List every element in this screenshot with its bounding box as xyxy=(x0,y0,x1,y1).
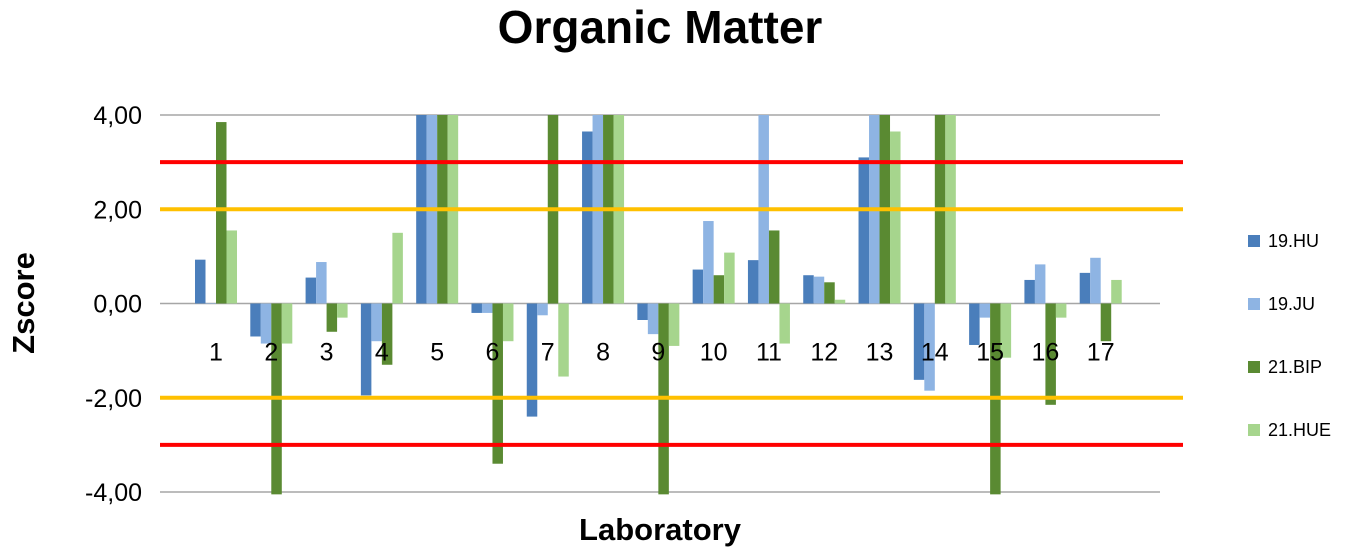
x-tick-labels: 1 2 3 4 5 6 7 8 9 10 11 12 13 14 15 16 17 xyxy=(209,339,1115,367)
x-tick-label: 11 xyxy=(756,339,782,367)
bar-21-hue xyxy=(1055,303,1067,318)
bar-21-bip xyxy=(1100,303,1112,342)
x-tick-label: 3 xyxy=(320,339,334,367)
x-tick-label: 15 xyxy=(976,339,1004,367)
x-tick-label: 8 xyxy=(596,339,610,367)
x-tick-label: 1 xyxy=(209,339,223,367)
bar-19-hu xyxy=(747,260,759,304)
y-tick-label: -4,00 xyxy=(85,479,142,507)
bar-19-hu xyxy=(360,303,372,396)
x-tick-label: 5 xyxy=(430,339,444,367)
bar-21-bip xyxy=(326,303,338,332)
bar-19-ju xyxy=(537,303,548,316)
y-tick-label: 0,00 xyxy=(93,291,142,319)
x-tick-label: 2 xyxy=(264,339,278,367)
bar-21-bip xyxy=(1045,303,1056,405)
bar-21-hue xyxy=(226,230,237,304)
bar-19-hu xyxy=(250,303,261,337)
bar-21-hue xyxy=(724,252,735,304)
bar-19-hu xyxy=(1024,279,1035,304)
bar-21-bip xyxy=(768,230,780,304)
bar-19-ju xyxy=(316,262,327,304)
bar-19-hu xyxy=(526,303,538,417)
bar-19-ju xyxy=(1090,257,1101,304)
legend-swatch xyxy=(1248,424,1260,436)
y-tick-label: 4,00 xyxy=(93,102,142,130)
bar-19-hu xyxy=(969,303,980,345)
bar-21-hue xyxy=(779,303,790,344)
y-tick-label: -2,00 xyxy=(85,385,142,413)
bar-21-hue xyxy=(1000,303,1012,358)
y-tick-labels: 4,00 2,00 0,00 -2,00 -4,00 xyxy=(85,102,142,507)
x-tick-label: 7 xyxy=(541,339,555,367)
bar-21-bip xyxy=(492,303,503,464)
bar-21-hue xyxy=(668,303,680,346)
y-axis-label: Zscore xyxy=(6,252,41,354)
x-tick-label: 14 xyxy=(921,339,949,367)
bar-19-ju xyxy=(371,303,382,342)
bar-19-hu xyxy=(582,131,593,304)
bar-19-hu xyxy=(637,303,648,320)
bar-19-hu xyxy=(858,157,870,304)
x-tick-label: 4 xyxy=(375,339,389,367)
legend-swatch xyxy=(1248,235,1260,247)
bar-19-hu xyxy=(1079,272,1091,304)
bars xyxy=(195,115,1122,495)
bar-21-hue xyxy=(281,303,293,344)
y-tick-label: 2,00 xyxy=(93,196,142,224)
bar-19-ju xyxy=(1034,264,1046,304)
chart-title: Organic Matter xyxy=(498,1,823,53)
x-axis-label: Laboratory xyxy=(579,512,742,547)
bar-19-hu xyxy=(195,259,206,304)
bar-19-hu xyxy=(471,303,482,313)
x-tick-label: 9 xyxy=(651,339,665,367)
bar-19-hu xyxy=(305,277,317,304)
reference-lines xyxy=(160,160,1183,447)
bar-19-ju xyxy=(813,276,825,304)
legend-label: 19.JU xyxy=(1268,294,1315,314)
bar-19-ju xyxy=(703,221,714,304)
bar-19-ju xyxy=(481,303,493,313)
x-tick-label: 12 xyxy=(810,339,838,367)
legend-swatch xyxy=(1248,361,1260,373)
bar-21-bip xyxy=(824,282,835,304)
bar-19-ju xyxy=(260,303,272,344)
bar-21-hue xyxy=(392,232,403,304)
bar-21-hue xyxy=(337,303,348,318)
bar-19-hu xyxy=(692,269,704,304)
bar-21-hue xyxy=(834,299,846,304)
bar-19-ju xyxy=(924,303,935,391)
legend-label: 19.HU xyxy=(1268,231,1319,251)
bar-19-ju xyxy=(205,303,216,304)
x-tick-label: 13 xyxy=(866,339,894,367)
x-tick-label: 10 xyxy=(700,339,728,367)
x-tick-label: 17 xyxy=(1087,339,1115,367)
legend-label: 21.BIP xyxy=(1268,357,1322,377)
legend: 19.HU 19.JU 21.BIP 21.HUE xyxy=(1248,231,1331,440)
bar-19-ju xyxy=(647,303,659,335)
x-tick-label: 6 xyxy=(486,339,500,367)
bar-19-hu xyxy=(913,303,925,380)
bar-21-hue xyxy=(502,303,514,342)
bar-21-hue xyxy=(558,303,569,377)
legend-swatch xyxy=(1248,298,1260,310)
bar-21-bip xyxy=(381,303,393,365)
bar-19-hu xyxy=(803,275,814,304)
bar-21-hue xyxy=(1111,279,1122,304)
x-tick-label: 16 xyxy=(1032,339,1060,367)
bar-19-ju xyxy=(979,303,991,318)
legend-label: 21.HUE xyxy=(1268,420,1331,440)
bar-21-bip xyxy=(216,122,227,304)
bar-21-bip xyxy=(713,275,725,304)
bar-21-hue xyxy=(890,131,901,304)
